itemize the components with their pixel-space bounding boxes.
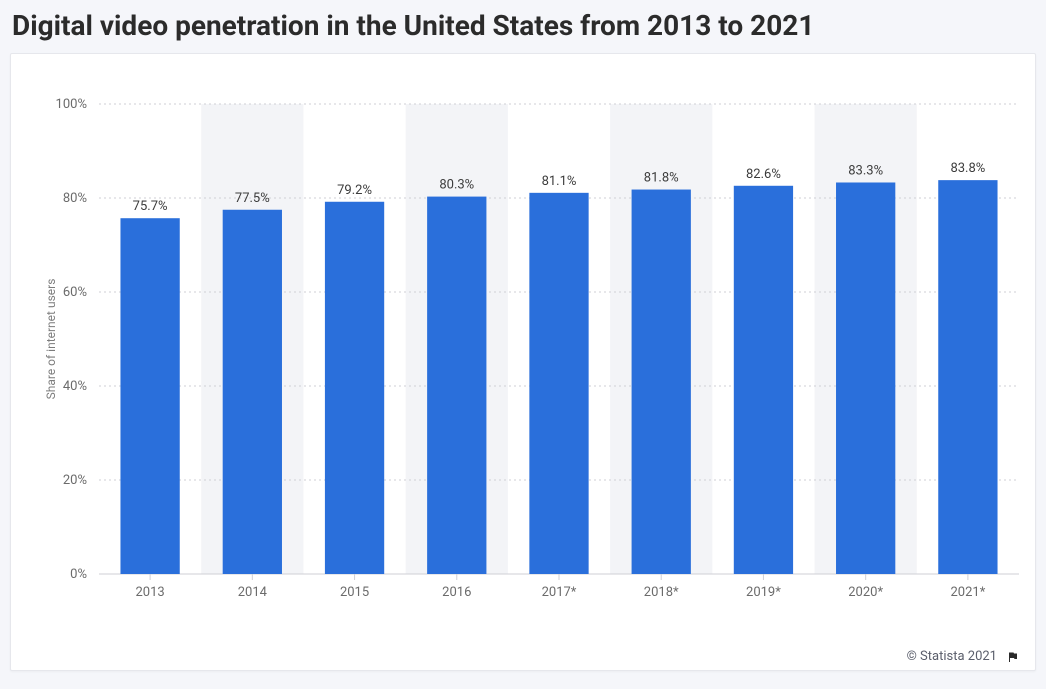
bar-value-label: 79.2%	[337, 183, 372, 198]
y-axis-label: Share of internet users	[45, 279, 58, 400]
y-tick-label: 100%	[56, 97, 87, 112]
y-tick-label: 40%	[63, 379, 87, 394]
attribution-text: © Statista 2021	[907, 649, 997, 664]
y-tick-label: 60%	[63, 285, 87, 300]
bar-value-label: 83.3%	[848, 163, 883, 178]
bar	[938, 180, 997, 574]
bar	[120, 218, 179, 574]
bar	[529, 193, 588, 574]
bar-value-label: 83.8%	[950, 161, 985, 176]
chart-container: 0% 20% 40% 60% 80% 100% 75.7% 2013 77.5% 2014 79.2…	[45, 84, 1023, 640]
bar	[325, 202, 384, 574]
x-tick-label: 2020*	[848, 585, 883, 600]
bar	[734, 186, 793, 574]
x-tick-label: 2021*	[950, 585, 985, 600]
x-tick-label: 2019*	[746, 585, 781, 600]
bar-value-label: 82.6%	[746, 167, 781, 182]
y-tick-label: 80%	[63, 191, 87, 206]
x-tick-label: 2016	[442, 585, 471, 600]
bar	[427, 197, 486, 574]
bar-value-label: 80.3%	[439, 178, 474, 193]
bar	[632, 190, 691, 574]
x-tick-label: 2015	[340, 585, 369, 600]
attribution: © Statista 2021	[907, 649, 1021, 664]
x-tick-label: 2017*	[542, 585, 577, 600]
bar	[223, 210, 282, 574]
flag-icon[interactable]	[1005, 651, 1021, 663]
bar-chart: 0% 20% 40% 60% 80% 100% 75.7% 2013 77.5% 2014 79.2…	[45, 84, 1025, 640]
bar-value-label: 75.7%	[133, 199, 168, 214]
y-tick-label: 0%	[70, 567, 87, 582]
bar-value-label: 81.8%	[644, 171, 679, 186]
bar	[836, 182, 895, 574]
bar-value-label: 81.1%	[542, 174, 577, 189]
page-title: Digital video penetration in the United …	[12, 8, 1036, 43]
x-tick-label: 2014	[238, 585, 268, 600]
x-tick-label: 2013	[135, 585, 164, 600]
bar-value-label: 77.5%	[235, 191, 270, 206]
chart-card: 0% 20% 40% 60% 80% 100% 75.7% 2013 77.5% 2014 79.2…	[10, 53, 1036, 671]
y-tick-label: 20%	[63, 473, 87, 488]
page-root: Digital video penetration in the United …	[0, 0, 1046, 689]
x-tick-label: 2018*	[644, 585, 679, 600]
